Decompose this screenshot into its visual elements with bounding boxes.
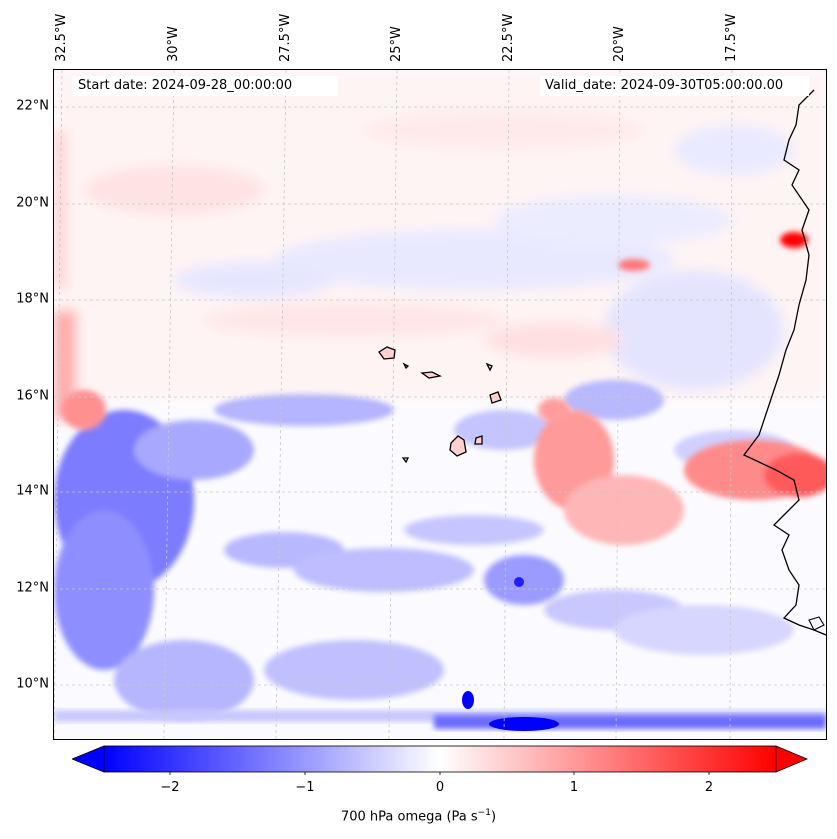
africa-coastline: [742, 89, 826, 636]
lat-label-12n: 12°N: [16, 580, 49, 596]
lon-label-25w: 25°W: [389, 26, 404, 62]
colorbar-tick-2: 2: [704, 780, 714, 795]
colorbar-label-sup: −1: [477, 808, 491, 818]
colorbar-gradient: [103, 745, 777, 773]
lon-label-17-5w: 17.5°W: [724, 13, 739, 62]
lon-label-20w: 20°W: [612, 26, 627, 62]
map-panel: [53, 69, 827, 740]
lon-label-30w: 30°W: [166, 26, 181, 62]
colorbar: [72, 745, 808, 775]
colorbar-max-extend: [775, 745, 808, 773]
colorbar-label-end: ): [490, 809, 497, 825]
colorbar-tick-neg2: −2: [160, 780, 180, 795]
lat-label-10n: 10°N: [16, 676, 49, 692]
colorbar-tick-neg1: −1: [295, 780, 315, 795]
colorbar-label-text: 700 hPa omega (Pa s: [340, 809, 478, 825]
lon-label-22-5w: 22.5°W: [501, 13, 516, 62]
lat-label-18n: 18°N: [16, 291, 49, 307]
lat-label-16n: 16°N: [16, 388, 49, 404]
graticule: [54, 70, 826, 739]
lat-label-22n: 22°N: [16, 98, 49, 114]
start-date-label: Start date: 2024-09-28_00:00:00: [72, 76, 338, 96]
colorbar-tick-marks: [169, 772, 710, 775]
field-soft-layer: [54, 70, 826, 420]
field-red-areas: [62, 232, 826, 545]
cape-verde-islands: [378, 346, 502, 464]
valid-date-label: Valid_date: 2024-09-30T05:00:00.00: [540, 76, 809, 96]
lon-label-27-5w: 27.5°W: [278, 13, 293, 62]
omega-field-map: [54, 70, 826, 739]
colorbar-min-extend: [72, 745, 105, 773]
colorbar-tick-1: 1: [569, 780, 579, 795]
bijagos-islands: [808, 616, 825, 631]
field-bottom-band: [54, 577, 826, 731]
lat-label-14n: 14°N: [16, 483, 49, 499]
colorbar-tick-0: 0: [435, 780, 445, 795]
lat-label-20n: 20°N: [16, 195, 49, 211]
field-blue-band: [54, 380, 794, 720]
lon-label-32-5w: 32.5°W: [54, 13, 69, 62]
colorbar-label: 700 hPa omega (Pa s−1): [0, 808, 837, 824]
